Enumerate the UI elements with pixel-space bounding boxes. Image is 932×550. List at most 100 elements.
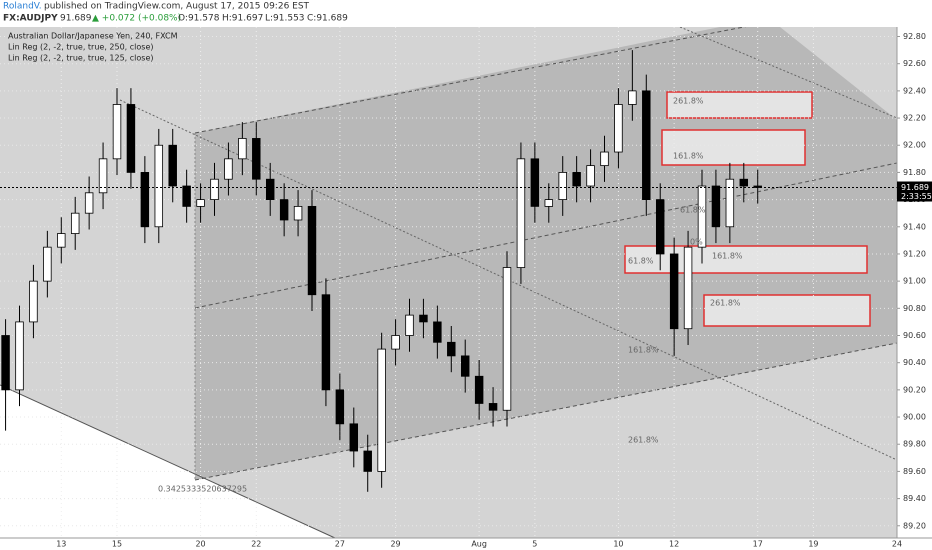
candle-body: [572, 172, 581, 187]
candle-body: [307, 205, 317, 296]
candle-body: [586, 165, 595, 187]
author[interactable]: RolandV.: [3, 2, 42, 12]
annotation: 0.3425333520637295: [158, 485, 247, 494]
candle-body: [70, 212, 80, 234]
candle-body: [238, 138, 247, 160]
candle-body: [15, 321, 24, 391]
x-tick-label: 17: [753, 540, 763, 549]
candle-body: [614, 104, 623, 153]
y-tick-label: 90.00: [903, 413, 926, 422]
change: ▲ +0.072 (+0.08%): [92, 14, 181, 24]
candle-body: [196, 199, 205, 207]
candle-body: [84, 192, 94, 214]
candle-body: [697, 185, 707, 248]
fib-box: [661, 129, 806, 166]
x-tick-label: 20: [195, 540, 205, 549]
candle-body: [530, 158, 540, 207]
y-tick-label: 92.60: [903, 59, 926, 68]
candles: [0, 50, 897, 492]
y-tick-label: 89.20: [903, 521, 926, 530]
y-tick-label: 89.80: [903, 440, 926, 449]
candle-body: [419, 314, 428, 323]
y-tick-label: 91.80: [903, 168, 926, 177]
candle-body: [126, 104, 136, 173]
candle-body: [488, 403, 498, 411]
candle-body: [669, 253, 679, 330]
candle-body: [224, 158, 233, 180]
grid: [0, 27, 898, 538]
candle-body: [43, 246, 52, 282]
candle-body: [182, 185, 191, 207]
candle-body: [98, 158, 108, 194]
annotation: 261.8%: [710, 299, 741, 308]
candle-body: [502, 267, 512, 411]
x-tick-label: 24: [892, 540, 902, 549]
candle-body: [725, 178, 735, 228]
candle-body: [265, 178, 275, 200]
candle-body: [252, 138, 261, 180]
fib-box: [666, 91, 813, 119]
candle-body: [474, 375, 484, 404]
candle-body: [600, 151, 609, 167]
quote-close: C:91.689: [307, 14, 348, 24]
quote-open: O:91.578: [178, 14, 220, 24]
x-tick-label: Aug: [471, 540, 487, 549]
x-tick-label: 10: [613, 540, 623, 549]
y-tick-label: 90.40: [903, 358, 926, 367]
y-tick-label: 91.40: [903, 222, 926, 231]
last-price-tag: [897, 181, 932, 202]
y-tick-label: 90.60: [903, 331, 926, 340]
candle-body: [321, 294, 331, 391]
price: 91.689: [60, 14, 92, 24]
candle-body: [433, 321, 442, 343]
y-tick-label: 92.40: [903, 86, 926, 95]
outer-upper: [679, 26, 898, 119]
candle-body: [391, 335, 400, 350]
symbol: FX:AUDJPY: [3, 14, 58, 24]
annotation: 261.8%: [628, 436, 659, 445]
x-tick-label: 27: [335, 540, 345, 549]
annotation: 161.8%: [628, 346, 659, 355]
y-tick-label: 89.60: [903, 467, 926, 476]
annotation: 61.8%: [680, 206, 706, 215]
candle-body: [711, 185, 721, 228]
annotation: 161.8%: [673, 152, 704, 161]
fib-box: [703, 294, 871, 327]
countdown: 2:33:55: [901, 192, 932, 201]
candle-body: [168, 144, 177, 187]
x-axis-bg: [0, 538, 932, 550]
fib-box: [624, 245, 868, 274]
candle-body: [544, 199, 554, 207]
legend-entry: Australian Dollar/Japanese Yen, 240, FXC…: [8, 32, 178, 41]
published: published on TradingView.com, August 17,…: [44, 2, 310, 12]
candle-body: [140, 172, 150, 228]
channel-lower: [194, 342, 898, 481]
header-bg: [0, 0, 932, 27]
annotation: 61.8%: [628, 257, 654, 266]
x-tick-label: 5: [532, 540, 537, 549]
x-tick-label: 22: [251, 540, 261, 549]
quote-low: L:91.553: [265, 14, 305, 24]
candle-body: [335, 389, 345, 425]
y-tick-label: 92.00: [903, 141, 926, 150]
legend-entry: Lin Reg (2, -2, true, true, 250, close): [8, 43, 153, 52]
quote-high: H:91.697: [222, 14, 263, 24]
candle-body: [363, 450, 372, 472]
candle-body: [210, 178, 219, 200]
candle-body: [293, 205, 303, 221]
candle-body: [377, 348, 386, 472]
candle-body: [739, 178, 749, 187]
y-tick-label: 92.20: [903, 114, 926, 123]
candle-body: [655, 199, 665, 255]
fib-boxes: [624, 91, 871, 327]
y-tick-label: 90.20: [903, 385, 926, 394]
x-tick-label: 29: [390, 540, 400, 549]
channel-upper: [194, 19, 781, 134]
x-tick-label: 12: [669, 540, 679, 549]
candle-body: [642, 90, 651, 200]
labels: Australian Dollar/Japanese Yen, 240, FXC…: [8, 32, 743, 494]
annotation: 161.8%: [712, 252, 743, 261]
x-tick-label: 15: [112, 540, 122, 549]
candle-body: [154, 144, 164, 228]
